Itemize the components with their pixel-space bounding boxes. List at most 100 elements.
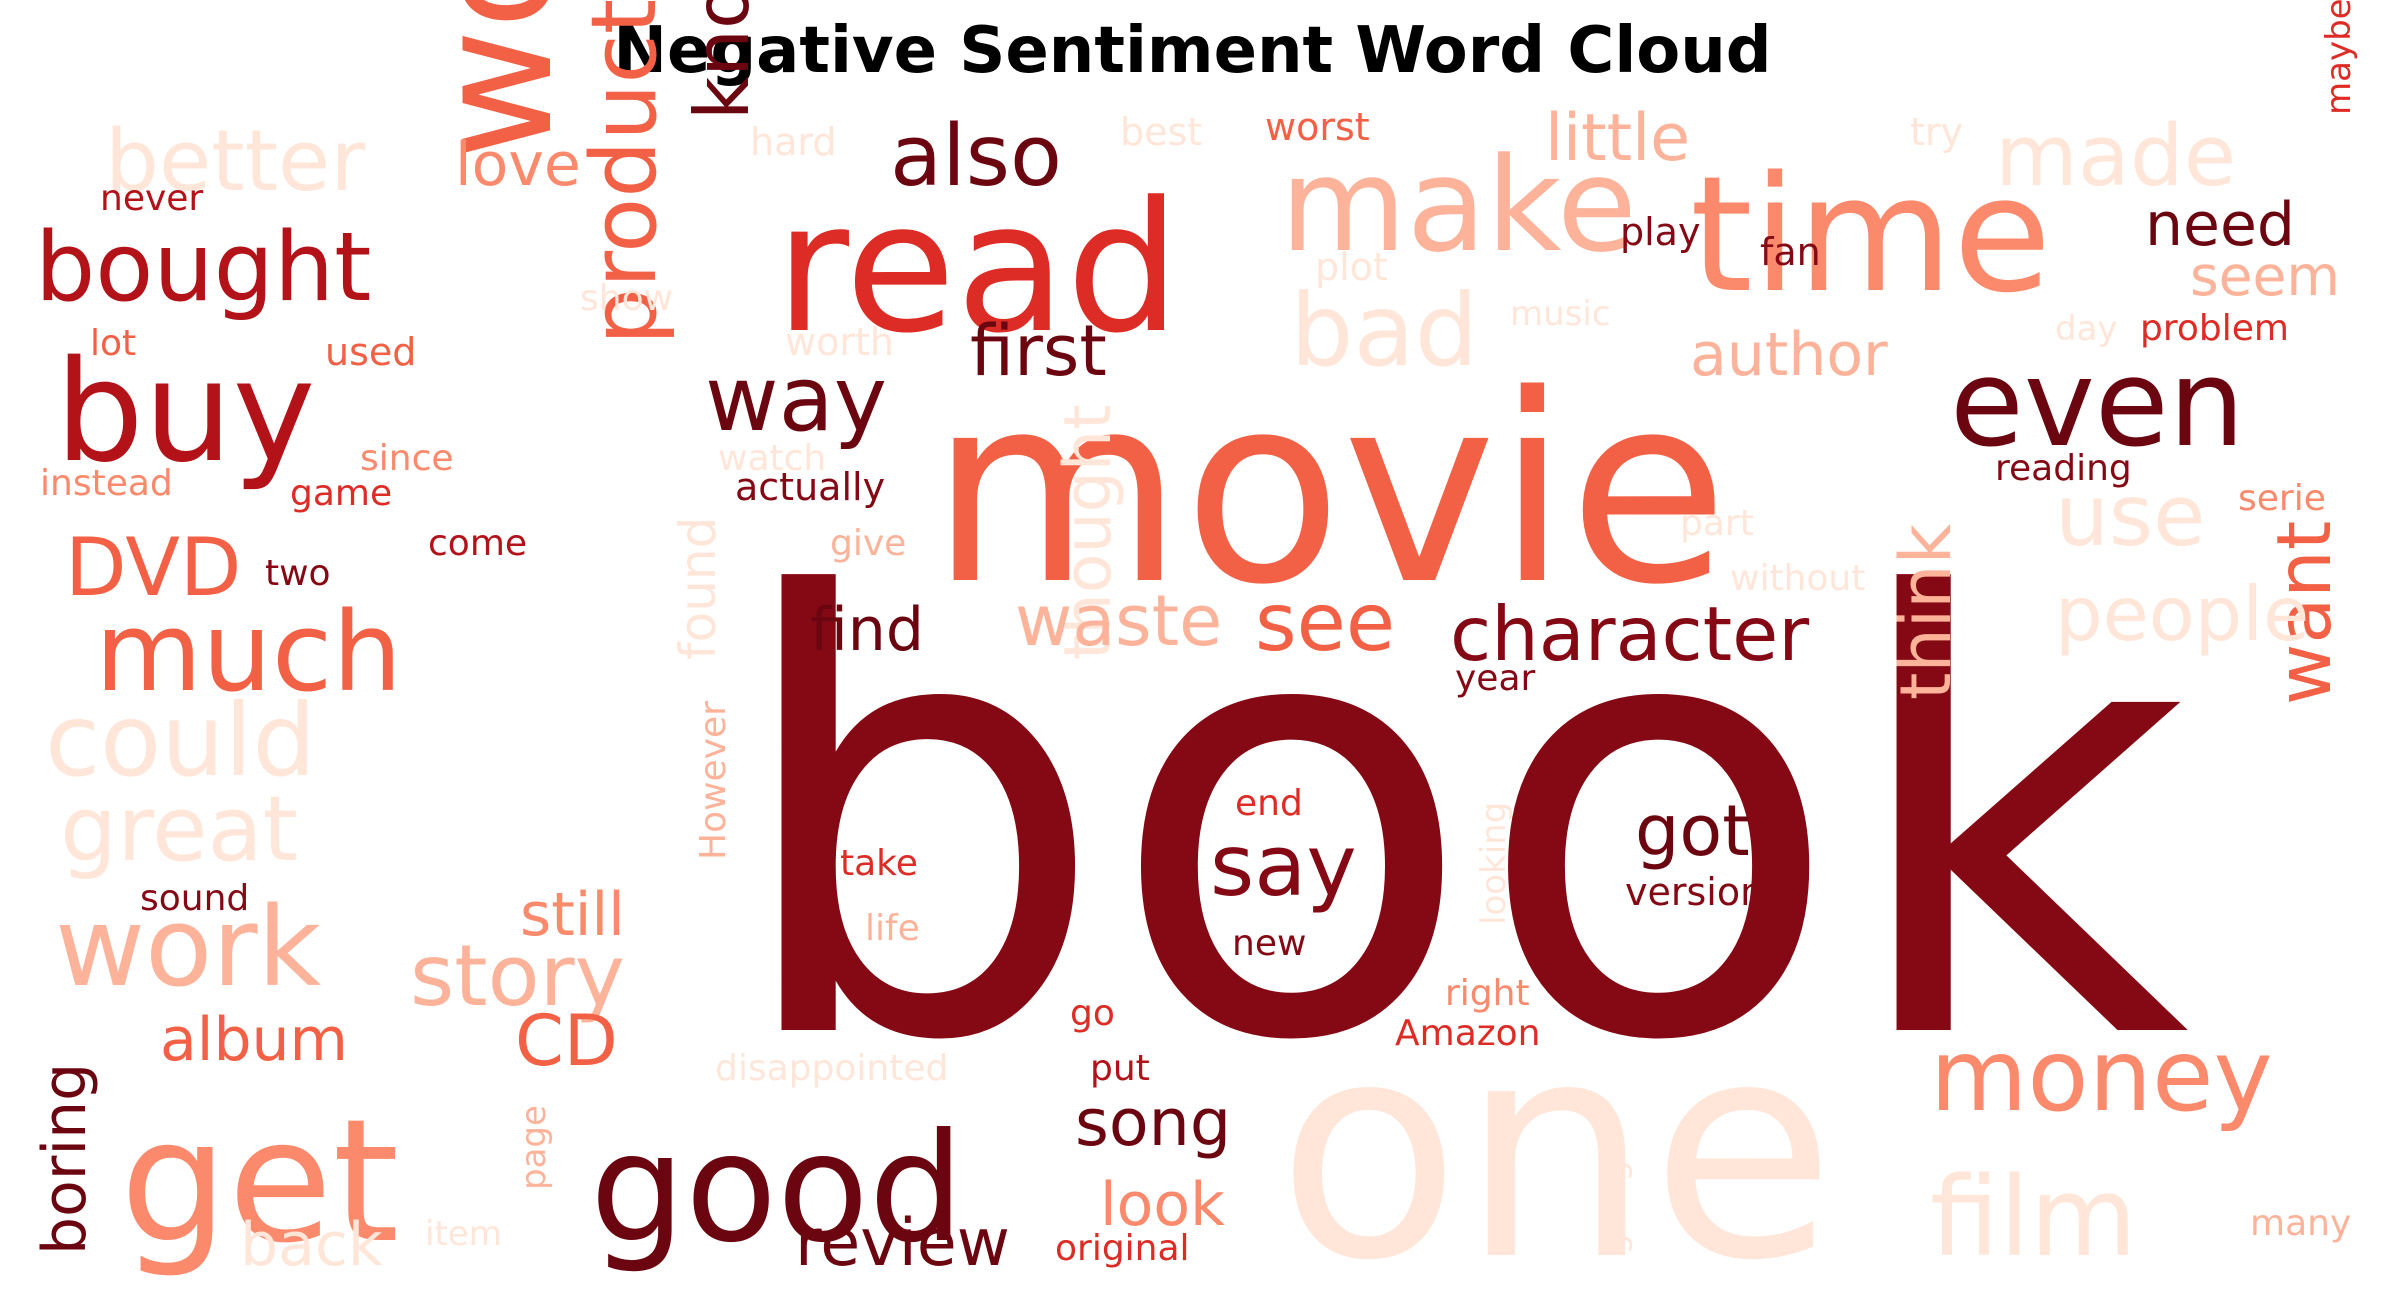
word-version: version	[1625, 870, 1764, 914]
word-found: found	[669, 517, 727, 660]
word-great: great	[60, 777, 298, 882]
word-put: put	[1090, 1048, 1150, 1089]
word-buy: buy	[55, 331, 315, 494]
word-try: try	[1910, 110, 1963, 154]
word-boring: boring	[30, 1063, 100, 1255]
word-got: got	[1635, 790, 1750, 872]
word-hard: hard	[750, 120, 836, 164]
word-amazon: Amazon	[1395, 1013, 1541, 1054]
word-book: book	[727, 473, 2190, 1172]
word-dvd: DVD	[65, 521, 242, 614]
word-made: made	[1995, 107, 2236, 206]
word-sound: sound	[140, 878, 249, 919]
word-cd: CD	[515, 1000, 618, 1082]
word-think: think	[1885, 523, 1967, 700]
word-love: love	[455, 130, 581, 200]
word-know: know	[678, 0, 766, 120]
word-need: need	[2145, 190, 2295, 260]
word-without: without	[1730, 558, 1865, 599]
word-plot: plot	[1315, 245, 1388, 289]
word-music: music	[1510, 294, 1611, 334]
word-problem: problem	[2140, 308, 2289, 349]
word-time: time	[1690, 141, 2051, 328]
word-film: film	[1930, 1153, 2137, 1281]
word-come: come	[428, 523, 527, 564]
chart-title: Negative Sentiment Word Cloud	[613, 14, 1772, 88]
word-want: want	[2260, 521, 2348, 705]
word-lot: lot	[90, 323, 136, 364]
word-many: many	[2250, 1203, 2351, 1244]
word-looking: looking	[1474, 802, 1514, 925]
word-work: work	[55, 883, 321, 1011]
word-part: part	[1680, 503, 1754, 544]
word-say: say	[1210, 817, 1357, 916]
word-get: get	[120, 1083, 399, 1281]
word-waste: waste	[1015, 580, 1222, 662]
word-best: best	[1120, 110, 1202, 154]
word-look: look	[1100, 1170, 1225, 1240]
word-see: see	[1255, 576, 1395, 669]
word-used: used	[325, 330, 416, 374]
word-people: people	[2055, 570, 2309, 658]
word-make: make	[1280, 129, 1637, 281]
word-good: good	[590, 1102, 964, 1276]
word-two: two	[265, 553, 331, 594]
word-still: still	[520, 880, 625, 950]
word-read: read	[775, 164, 1180, 373]
word-play: play	[1620, 210, 1700, 254]
word-end: end	[1235, 783, 1303, 824]
word-worst: worst	[1265, 105, 1370, 149]
word-game: game	[290, 473, 392, 514]
word-take: take	[840, 843, 918, 884]
word-new: new	[1232, 923, 1306, 964]
word-watch: watch	[718, 438, 826, 479]
word-way: way	[705, 347, 887, 452]
word-much: much	[95, 588, 402, 716]
word-thought: thought	[1051, 404, 1126, 660]
word-story: story	[410, 927, 625, 1026]
word-one: one	[1277, 977, 1835, 1299]
word-never: never	[100, 178, 203, 219]
word-seem: seem	[2190, 244, 2340, 308]
word-little: little	[1545, 101, 1690, 176]
word-year: year	[1455, 658, 1536, 699]
word-could: could	[45, 682, 316, 799]
word-life: life	[865, 908, 920, 949]
word-instead: instead	[40, 463, 173, 504]
word-go: go	[1070, 993, 1115, 1034]
word-better: better	[105, 112, 365, 211]
word-maybe: maybe	[2319, 0, 2359, 115]
word-use: use	[2055, 467, 2205, 566]
word-going: going	[1594, 1160, 1634, 1255]
word-give: give	[830, 523, 906, 564]
word-song: song	[1075, 1086, 1231, 1161]
word-would: would	[401, 0, 588, 160]
word-money: money	[1930, 1017, 2273, 1134]
word-reading: reading	[1995, 448, 2132, 489]
word-even: even	[1950, 335, 2245, 474]
word-back: back	[240, 1210, 383, 1280]
word-show: show	[580, 278, 673, 319]
word-however: However	[693, 701, 734, 860]
word-bad: bad	[1290, 272, 1478, 389]
word-find: find	[810, 595, 924, 665]
word-bought: bought	[35, 213, 371, 323]
word-right: right	[1445, 973, 1530, 1014]
word-day: day	[2055, 309, 2118, 349]
word-also: also	[890, 107, 1062, 206]
word-serie: serie	[2238, 478, 2326, 519]
word-worth: worth	[785, 320, 894, 364]
word-product: product	[572, 0, 677, 345]
word-original: original	[1055, 1228, 1190, 1269]
word-author: author	[1690, 320, 1888, 390]
word-since: since	[360, 438, 454, 479]
word-actually: actually	[735, 465, 885, 509]
word-fan: fan	[1760, 230, 1821, 274]
word-item: item	[425, 1214, 502, 1254]
word-movie: movie	[930, 340, 1728, 642]
word-character: character	[1450, 590, 1809, 678]
word-album: album	[160, 1005, 348, 1075]
word-disappointed: disappointed	[715, 1048, 948, 1089]
